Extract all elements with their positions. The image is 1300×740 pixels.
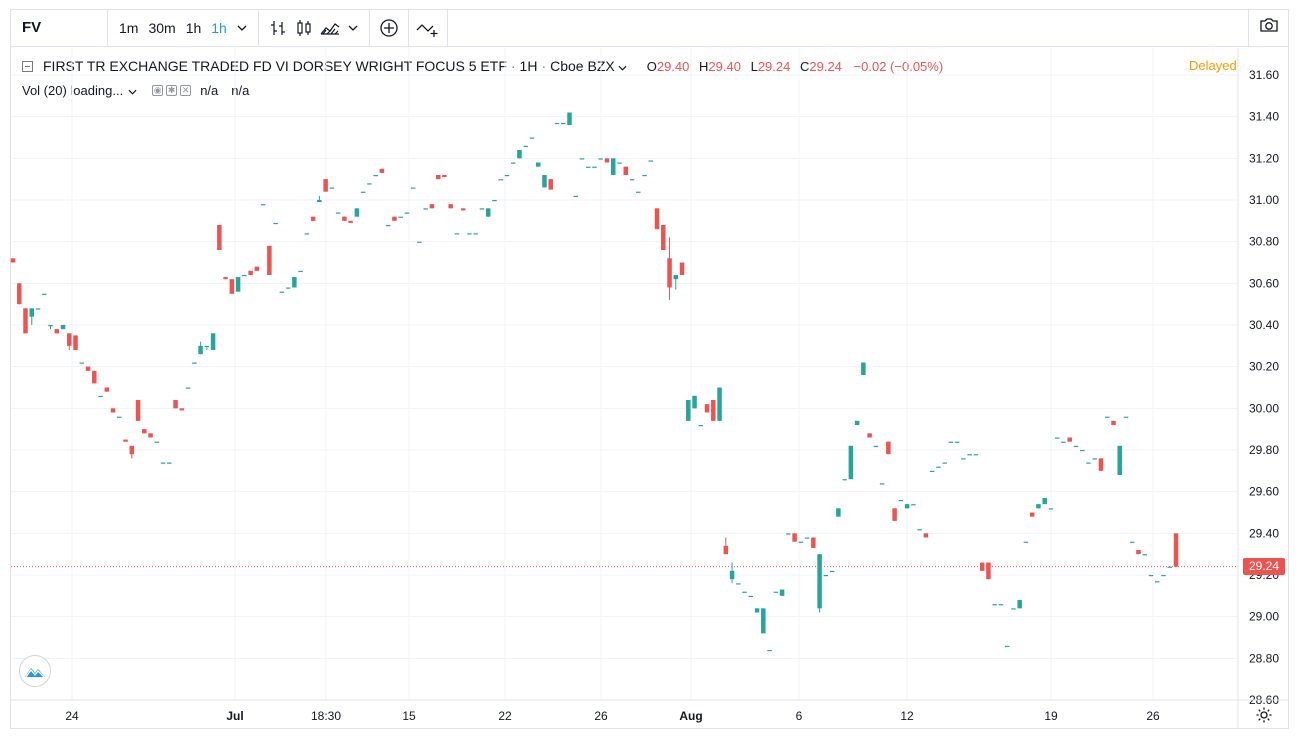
high-label: H [699, 58, 709, 74]
series-title: FIRST TR EXCHANGE TRADED FD VI DORSEY WR… [43, 58, 507, 74]
screenshot-button[interactable] [1248, 9, 1289, 46]
volume-value-2: n/a [231, 83, 250, 98]
camera-icon [1259, 16, 1279, 39]
high-value: 29.40 [708, 58, 741, 74]
visibility-icon[interactable]: ◉ [152, 85, 164, 96]
settings-icon[interactable] [1253, 704, 1275, 726]
last-price-badge: 29.24 [1243, 558, 1285, 575]
interval-group: 1m 30m 1h 1h [108, 9, 259, 46]
low-label: L [750, 58, 758, 74]
bar-style-icon[interactable] [265, 15, 291, 41]
interval-1h-button[interactable]: 1h [185, 19, 202, 36]
legend-separator: · [541, 58, 547, 74]
compare-group [409, 9, 448, 46]
volume-value-1: n/a [200, 83, 219, 98]
change-value: −0.02 (−0.05%) [853, 58, 944, 74]
open-value: 29.40 [656, 58, 690, 74]
open-label: O [646, 58, 657, 74]
remove-icon[interactable]: ✕ [180, 85, 192, 96]
volume-legend: Vol (20) loading... ◉ ✱ ✕ n/a n/a [22, 83, 249, 98]
legend-separator: · [510, 58, 516, 74]
low-value: 29.24 [757, 58, 791, 74]
compare-icon[interactable] [415, 15, 441, 41]
volume-chevron-icon[interactable] [128, 83, 137, 98]
chart-style-group [259, 9, 370, 46]
chart-style-chevron-icon[interactable] [343, 25, 363, 31]
series-legend: FIRST TR EXCHANGE TRADED FD VI DORSEY WR… [22, 58, 943, 74]
chart-frame [10, 9, 1289, 729]
area-style-icon[interactable] [317, 15, 343, 41]
interval-1h-active-button[interactable]: 1h [211, 19, 227, 36]
candle-style-icon[interactable] [291, 15, 317, 41]
close-label: C [799, 58, 810, 74]
tradingview-logo-icon[interactable] [19, 655, 51, 687]
close-value: 29.24 [809, 58, 842, 74]
symbol-search-button[interactable]: FV [10, 9, 108, 46]
add-indicator-icon[interactable] [376, 15, 402, 41]
series-exchange[interactable]: Cboe BZX [550, 58, 615, 74]
indicators-group [370, 9, 409, 46]
series-interval: 1H [519, 58, 538, 74]
top-toolbar: FV 1m 30m 1h 1h [10, 9, 1289, 47]
exchange-chevron-icon[interactable] [618, 58, 627, 74]
interval-30m-button[interactable]: 30m [148, 19, 176, 36]
ohlc-values: O29.40 H29.40 L29.24 C29.24 −0.02 (−0.05… [641, 59, 943, 74]
interval-dropdown-chevron-icon[interactable] [232, 25, 252, 31]
delayed-badge: Delayed [1189, 58, 1237, 73]
settings-small-icon[interactable]: ✱ [166, 85, 178, 96]
interval-1m-button[interactable]: 1m [119, 19, 139, 36]
volume-label: Vol (20) loading... [22, 83, 124, 98]
legend-collapse-button[interactable] [22, 60, 33, 72]
